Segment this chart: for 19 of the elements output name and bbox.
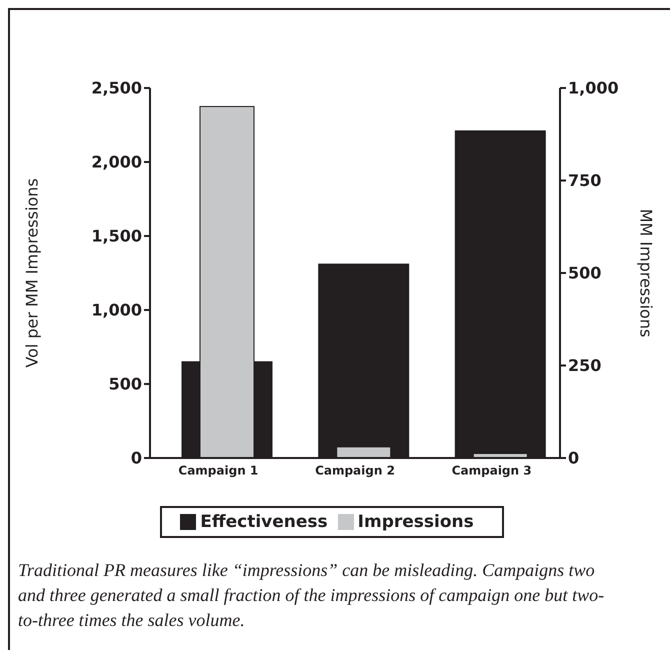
y2-axis-title: MM Impressions (636, 208, 656, 338)
y2-tick-label: 250 (568, 356, 602, 376)
y-tick-label: 2,500 (91, 78, 142, 98)
y-tick-label: 500 (108, 374, 142, 394)
y2-tick-label: 0 (568, 448, 580, 468)
y-tick-label: 0 (130, 448, 142, 468)
legend-label: Effectiveness (200, 512, 328, 532)
y-tick-label: 1,000 (91, 300, 142, 320)
y2-tick-label: 750 (568, 171, 602, 190)
x-tick-label: Campaign 2 (315, 464, 395, 478)
x-tick-label: Campaign 1 (178, 464, 258, 478)
y-tick-label: 1,500 (91, 226, 142, 246)
legend-label: Impressions (358, 512, 474, 532)
y2-tick-label: 500 (568, 264, 602, 283)
y-tick-label: 2,000 (91, 152, 142, 172)
text: Traditional PR measures like “impressions” can be misleading. Campaigns two and three generated a small fraction of the impressions of campaign one but two-to-three times the sales volume. (18, 559, 606, 632)
y-axis-title: Vol per MM Impressions (22, 178, 42, 368)
x-tick-label: Campaign 3 (452, 464, 532, 478)
y2-tick-label: 1,000 (568, 78, 619, 98)
